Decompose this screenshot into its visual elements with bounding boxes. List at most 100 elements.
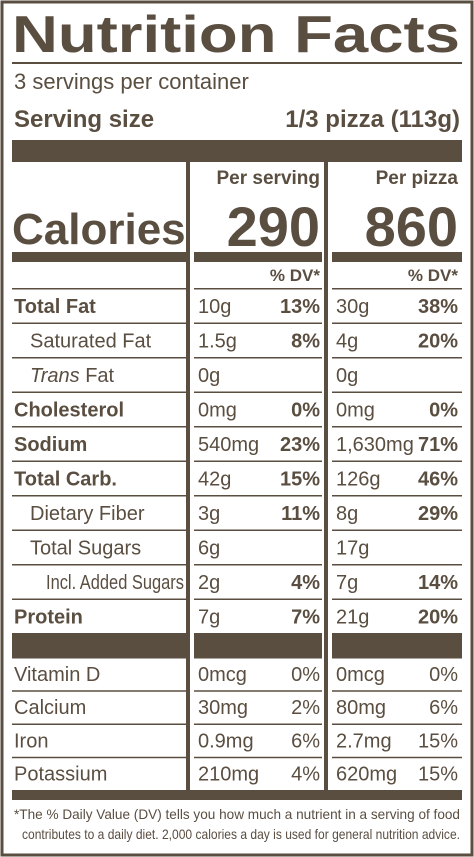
amount: 3g bbox=[198, 503, 220, 525]
row-rule bbox=[332, 495, 462, 497]
nutrient-name: Protein bbox=[14, 606, 83, 628]
daily-value: 0% bbox=[429, 664, 458, 686]
row-rule bbox=[12, 322, 186, 324]
bar bbox=[194, 633, 322, 657]
amount: 0mcg bbox=[336, 664, 385, 686]
row-rule bbox=[194, 756, 322, 759]
daily-value: 38% bbox=[418, 296, 458, 318]
nutrient-name: Iron bbox=[14, 730, 48, 752]
row-rule bbox=[194, 357, 322, 359]
amount: 30g bbox=[336, 296, 369, 318]
row-rule bbox=[12, 564, 186, 566]
daily-value: 71% bbox=[418, 434, 458, 456]
nutrient-name: Potassium bbox=[14, 764, 107, 786]
row-rule bbox=[194, 426, 322, 428]
calories-value: 290 bbox=[227, 195, 320, 258]
daily-value: 23% bbox=[280, 434, 320, 456]
row-rule bbox=[332, 391, 462, 393]
row-rule bbox=[194, 529, 322, 531]
row-rule bbox=[332, 322, 462, 324]
nutrient-name: Vitamin D bbox=[14, 664, 100, 686]
amount: 2.7mg bbox=[336, 730, 392, 752]
row-rule bbox=[194, 564, 322, 566]
nutrient-name: Trans Fat bbox=[30, 365, 115, 387]
amount: 17g bbox=[336, 537, 369, 559]
bar bbox=[12, 140, 462, 162]
daily-value: 6% bbox=[291, 730, 320, 752]
row-rule bbox=[332, 657, 462, 659]
footnote: contributes to a daily diet. 2,000 calor… bbox=[22, 826, 460, 842]
amount: 80mg bbox=[336, 697, 386, 719]
nutrient-name-rest: Fat bbox=[85, 365, 114, 387]
row-rule bbox=[194, 723, 322, 725]
amount: 4g bbox=[336, 330, 358, 352]
daily-value: 14% bbox=[418, 572, 458, 594]
daily-value: 7% bbox=[291, 606, 320, 628]
row-rule bbox=[194, 460, 322, 462]
nutrient-name: Incl. Added Sugars bbox=[46, 572, 184, 594]
amount: 0mg bbox=[336, 399, 375, 421]
serving-size-value: 1/3 pizza (113g) bbox=[285, 106, 460, 133]
row-rule bbox=[332, 529, 462, 531]
rule bbox=[12, 62, 462, 64]
daily-value: 15% bbox=[280, 468, 320, 490]
row-rule bbox=[194, 495, 322, 497]
nutrient-name: Calcium bbox=[14, 697, 86, 719]
amount: 7g bbox=[198, 606, 220, 628]
bar bbox=[332, 252, 462, 262]
row-rule bbox=[194, 598, 322, 600]
dv-header: % DV* bbox=[408, 266, 458, 285]
daily-value: 4% bbox=[291, 764, 320, 786]
nutrient-name: Saturated Fat bbox=[30, 330, 152, 352]
row-rule bbox=[12, 357, 186, 359]
amount: 0g bbox=[198, 365, 220, 387]
dv-header: % DV* bbox=[270, 266, 320, 285]
amount: 1.5g bbox=[198, 330, 237, 352]
amount: 620mg bbox=[336, 764, 397, 786]
amount: 2g bbox=[198, 572, 220, 594]
row-rule bbox=[12, 598, 186, 600]
row-rule bbox=[194, 391, 322, 393]
row-rule bbox=[12, 288, 186, 290]
amount: 0mg bbox=[198, 399, 237, 421]
amount: 0mcg bbox=[198, 664, 247, 686]
column-divider bbox=[186, 162, 190, 790]
row-rule bbox=[332, 460, 462, 462]
daily-value: 4% bbox=[291, 572, 320, 594]
nutrient-name: Total Sugars bbox=[30, 537, 141, 559]
amount: 6g bbox=[198, 537, 220, 559]
daily-value: 13% bbox=[280, 296, 320, 318]
row-rule bbox=[12, 723, 186, 725]
daily-value: 15% bbox=[418, 764, 458, 786]
row-rule bbox=[332, 426, 462, 428]
row-rule bbox=[12, 495, 186, 497]
amount: 0g bbox=[336, 365, 358, 387]
footnote: *The % Daily Value (DV) tells you how mu… bbox=[14, 806, 460, 822]
row-rule bbox=[12, 460, 186, 462]
amount: 126g bbox=[336, 468, 381, 490]
nutrient-name: Total Fat bbox=[14, 296, 96, 318]
nutrient-name: Sodium bbox=[14, 434, 87, 456]
daily-value: 15% bbox=[418, 730, 458, 752]
nutrient-name-italic: Trans bbox=[30, 365, 80, 387]
bar bbox=[12, 252, 186, 262]
row-rule bbox=[332, 756, 462, 759]
amount: 7g bbox=[336, 572, 358, 594]
nutrient-name: Dietary Fiber bbox=[30, 503, 145, 525]
serving-size-label: Serving size bbox=[14, 106, 154, 133]
amount: 10g bbox=[198, 296, 231, 318]
amount: 1,630mg bbox=[336, 434, 414, 456]
row-rule bbox=[12, 756, 186, 759]
title: Nutrition Facts bbox=[12, 6, 460, 64]
daily-value: 11% bbox=[281, 503, 320, 525]
row-rule bbox=[12, 529, 186, 531]
bar bbox=[194, 252, 322, 262]
amount: 42g bbox=[198, 468, 231, 490]
daily-value: 0% bbox=[429, 399, 458, 421]
daily-value: 20% bbox=[418, 606, 458, 628]
calories-label: Calories bbox=[12, 205, 186, 254]
row-rule bbox=[332, 357, 462, 359]
row-rule bbox=[194, 657, 322, 659]
